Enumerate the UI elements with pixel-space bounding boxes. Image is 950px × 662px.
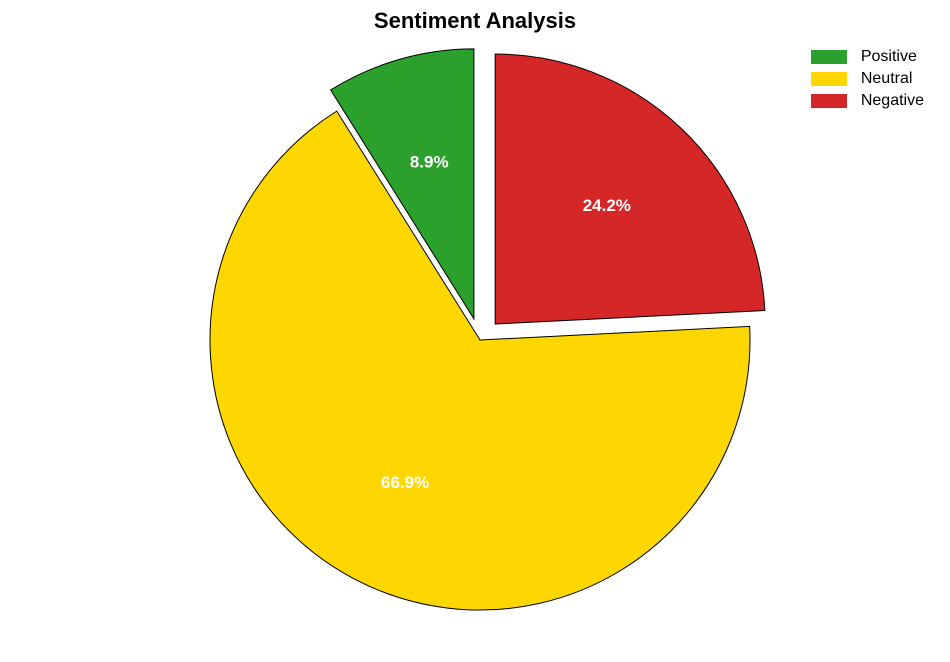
slice-label-positive: 8.9% (410, 153, 449, 172)
legend: Positive Neutral Negative (811, 48, 924, 114)
legend-swatch (811, 72, 847, 86)
legend-label: Negative (861, 92, 924, 110)
slice-label-neutral: 66.9% (381, 473, 429, 492)
slice-label-negative: 24.2% (583, 196, 631, 215)
legend-item-positive: Positive (811, 48, 924, 66)
legend-item-neutral: Neutral (811, 70, 924, 88)
pie-svg: 8.9% 66.9% 24.2% (200, 60, 760, 620)
pie-slice-negative (495, 54, 765, 324)
legend-label: Positive (861, 48, 917, 66)
legend-swatch (811, 94, 847, 108)
pie-chart: 8.9% 66.9% 24.2% (200, 60, 760, 620)
chart-title: Sentiment Analysis (0, 8, 950, 34)
legend-item-negative: Negative (811, 92, 924, 110)
legend-swatch (811, 50, 847, 64)
legend-label: Neutral (861, 70, 913, 88)
